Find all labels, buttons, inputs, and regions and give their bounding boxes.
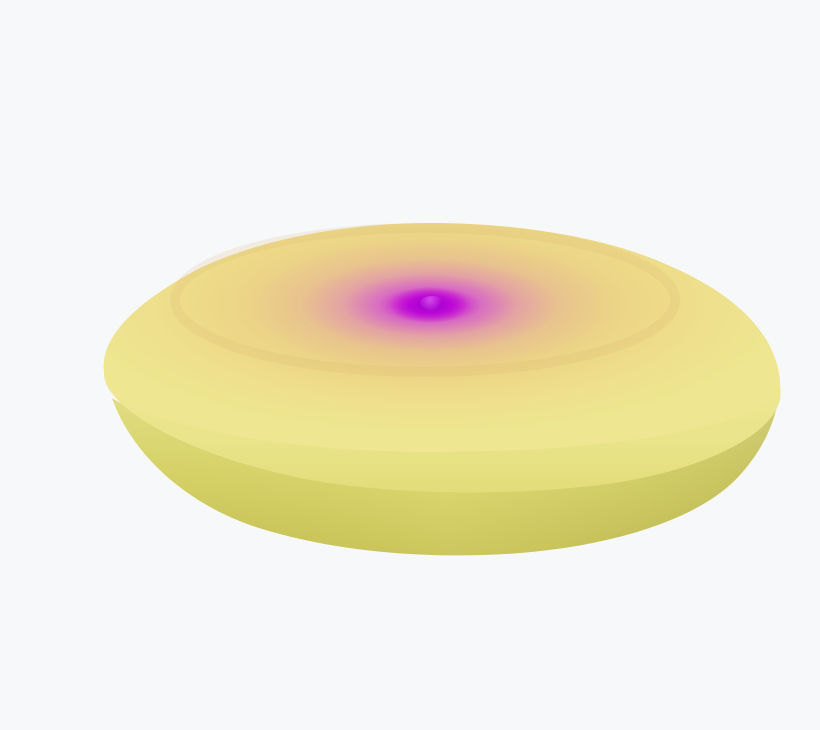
center-highlight xyxy=(420,296,444,310)
inner-ridge xyxy=(170,223,680,377)
disc-top-surface xyxy=(103,223,781,452)
disc-rim xyxy=(104,360,781,493)
